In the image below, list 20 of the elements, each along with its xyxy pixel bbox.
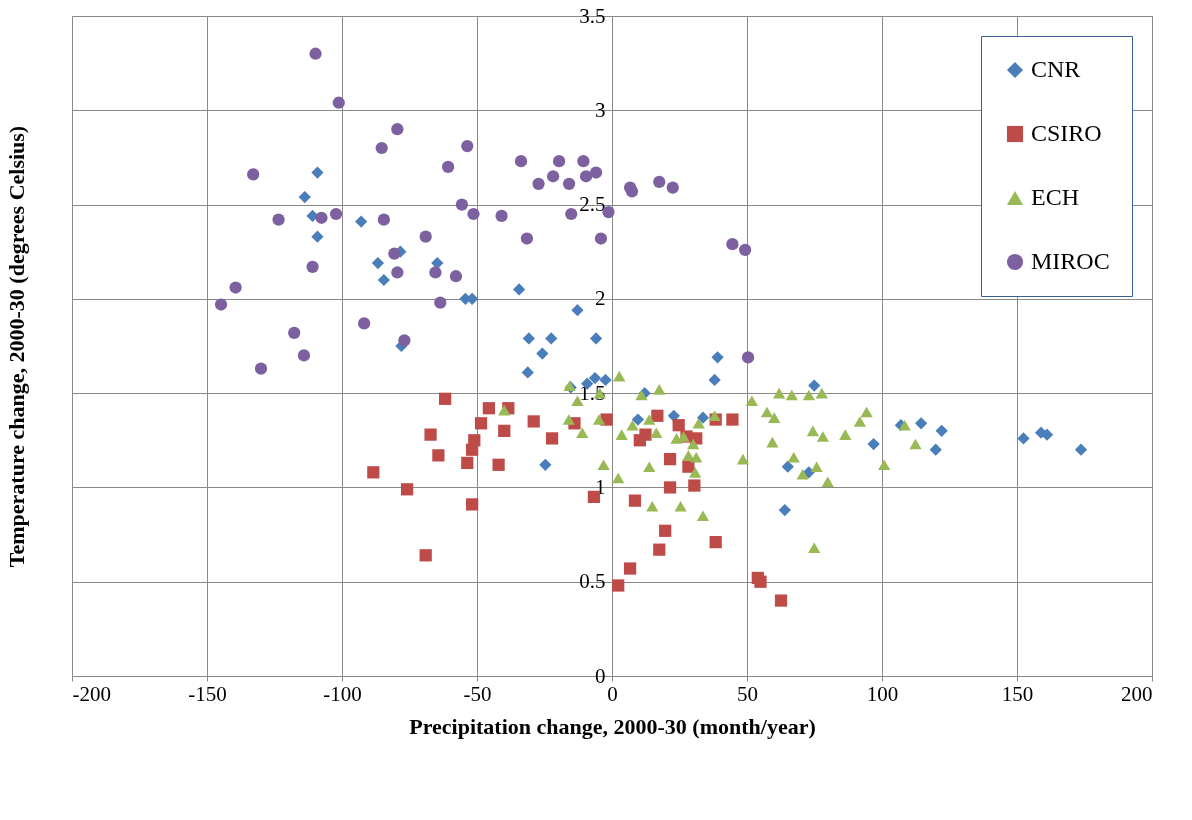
legend-label: MIROC: [1031, 248, 1110, 274]
y-tick-label: 0.5: [579, 569, 606, 594]
y-tick-label: 2.5: [579, 192, 606, 217]
x-axis-title: Precipitation change, 2000-30 (month/year): [409, 713, 816, 739]
x-tick-label: 150: [1001, 681, 1034, 706]
x-tick-label: -200: [72, 681, 111, 706]
y-tick-label: 2: [595, 286, 606, 311]
y-tick-label: 0: [595, 663, 606, 688]
legend-label: CNR: [1031, 56, 1081, 82]
y-tick-label: 3: [595, 97, 606, 122]
y-tick-label: 3.5: [579, 3, 606, 28]
legend-label: ECH: [1031, 184, 1079, 210]
x-tick-label: 50: [737, 681, 758, 706]
legend-label: CSIRO: [1031, 120, 1102, 146]
x-tick-label: 200: [1121, 681, 1153, 706]
x-tick-label: -50: [463, 681, 492, 706]
x-tick-label: -100: [323, 681, 362, 706]
x-tick-label: -150: [188, 681, 227, 706]
x-tick-label: 100: [866, 681, 899, 706]
y-axis-title: Temperature change, 2000-30 (degrees Celsius): [4, 125, 30, 568]
